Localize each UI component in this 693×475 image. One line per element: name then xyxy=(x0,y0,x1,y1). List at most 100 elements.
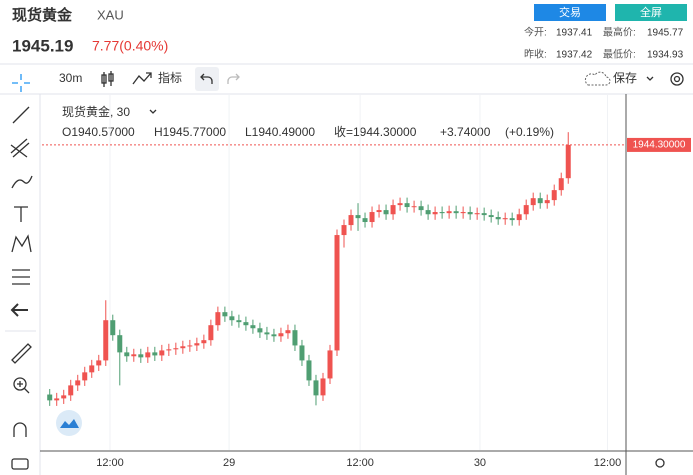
candle-body xyxy=(495,217,501,220)
price-change: 7.77(0.40%) xyxy=(92,38,168,54)
trade-button[interactable] xyxy=(534,4,606,21)
candle-body xyxy=(222,312,228,317)
fullscreen-button-label[interactable]: 全屏 xyxy=(640,5,662,19)
chart-logo xyxy=(56,410,82,436)
candle-body xyxy=(397,203,403,206)
candle-body xyxy=(145,352,151,358)
candle-body xyxy=(327,350,333,379)
back-tool[interactable] xyxy=(10,303,28,317)
interval-button[interactable]: 30m xyxy=(59,71,82,85)
candle-body xyxy=(509,218,515,221)
axis-settings-icon[interactable] xyxy=(655,458,665,468)
candle-body xyxy=(96,360,102,366)
candle-body xyxy=(481,213,487,216)
candle-body xyxy=(565,144,571,179)
candles xyxy=(47,132,571,406)
candle-body xyxy=(159,350,165,356)
stat-label: 昨收: xyxy=(524,48,547,61)
candle-body xyxy=(376,210,382,213)
candle-body xyxy=(558,178,564,191)
candle-body xyxy=(194,343,200,346)
candle-body xyxy=(54,398,60,401)
stat-label: 最低价: xyxy=(603,48,636,61)
candle-body xyxy=(551,190,557,201)
candle-body xyxy=(264,332,270,335)
zoom-tool[interactable] xyxy=(13,377,30,394)
legend-title: 现货黄金, 30 xyxy=(62,104,130,119)
candle-body xyxy=(180,346,186,349)
ohlc-value: O1940.57000 xyxy=(62,125,135,139)
candle-body xyxy=(390,205,396,215)
stat-label: 最高价: xyxy=(603,26,636,39)
x-tick-label: 30 xyxy=(474,457,486,469)
prediction-tool[interactable] xyxy=(12,269,30,285)
candle-body xyxy=(117,335,123,353)
settings-icon[interactable] xyxy=(670,72,684,86)
candle-body xyxy=(110,320,116,336)
indicator-button[interactable]: 指标 xyxy=(158,70,182,85)
candle-body xyxy=(411,206,417,208)
candle-body xyxy=(467,212,473,215)
cloud-icon[interactable] xyxy=(584,71,611,86)
candle-body xyxy=(250,325,256,329)
candle-body xyxy=(278,333,284,337)
candle-body xyxy=(348,215,354,226)
last-price: 1945.19 xyxy=(12,36,73,55)
candle-body xyxy=(369,212,375,223)
chart-type-icon[interactable] xyxy=(101,71,114,87)
x-tick-label: 12:00 xyxy=(346,457,374,469)
x-tick-label: 12:00 xyxy=(594,457,622,469)
trendline-tool[interactable] xyxy=(12,106,30,124)
candle-body xyxy=(306,360,312,381)
stat-value: 1934.93 xyxy=(647,50,684,61)
legend-chevron[interactable] xyxy=(149,109,157,114)
candle-body xyxy=(103,320,109,361)
trade-button-label[interactable]: 交易 xyxy=(559,5,581,19)
candle-body xyxy=(320,378,326,396)
undo-icon[interactable] xyxy=(200,73,213,84)
candle-body xyxy=(173,348,179,350)
save-button[interactable]: 保存 xyxy=(613,71,637,85)
candle-body xyxy=(131,354,137,357)
stat-value: 1937.42 xyxy=(556,50,593,61)
candle-body xyxy=(68,385,74,396)
fullscreen-button[interactable] xyxy=(615,4,687,21)
ohlc-value: 收=1944.30000 xyxy=(334,125,417,139)
candle-body xyxy=(418,206,424,211)
measure-tool[interactable] xyxy=(11,343,32,364)
candle-body xyxy=(460,212,466,214)
candle-body xyxy=(446,211,452,214)
indicator-icon[interactable] xyxy=(132,72,152,85)
redo-icon[interactable] xyxy=(227,73,240,84)
candle-body xyxy=(166,349,172,351)
candle-body xyxy=(89,365,95,373)
candle-body xyxy=(299,345,305,361)
candle-body xyxy=(404,203,410,208)
stat-label: 今开: xyxy=(524,26,547,39)
candle-body xyxy=(285,330,291,334)
candle-body xyxy=(271,334,277,337)
x-tick-label: 12:00 xyxy=(96,457,124,469)
candle-body xyxy=(236,320,242,323)
undo-button[interactable] xyxy=(195,67,219,91)
crosshair-tool[interactable] xyxy=(12,74,30,92)
candle-body xyxy=(201,340,207,344)
lock-tool[interactable] xyxy=(11,458,29,470)
candle-body xyxy=(61,395,67,399)
candle-body xyxy=(537,198,543,204)
brush-tool[interactable] xyxy=(11,175,33,189)
save-menu-chevron[interactable] xyxy=(646,76,654,81)
stat-value: 1945.77 xyxy=(647,28,684,39)
candle-body xyxy=(82,372,88,381)
magnet-tool[interactable] xyxy=(13,422,27,437)
pattern-tool[interactable] xyxy=(11,234,32,253)
candle-body xyxy=(313,380,319,396)
price-label: 1944.30000 xyxy=(633,140,686,151)
candle-body xyxy=(474,213,480,215)
text-tool[interactable] xyxy=(14,206,28,222)
x-tick-label: 29 xyxy=(223,457,235,469)
candle-body xyxy=(229,316,235,321)
candle-body xyxy=(341,225,347,236)
fib-tool[interactable] xyxy=(10,138,30,158)
